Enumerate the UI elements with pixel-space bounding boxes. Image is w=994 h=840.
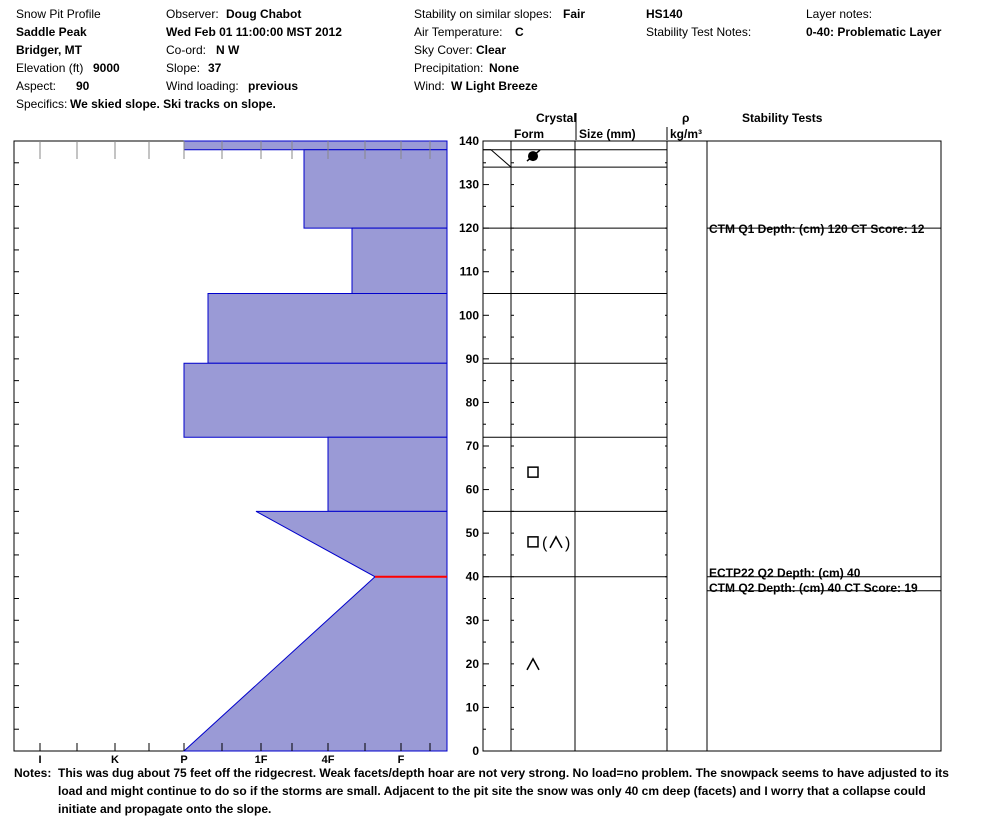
depth-tick-label: 70: [466, 439, 480, 453]
hardness-tick-label: I: [38, 754, 41, 766]
precipitation-value: None: [489, 61, 519, 75]
observer-value: Doug Chabot: [226, 7, 302, 21]
notes-text: This was dug about 75 feet off the ridge…: [58, 766, 949, 816]
depth-tick-label: 100: [459, 308, 479, 322]
specifics-value: We skied slope. Ski tracks on slope.: [70, 97, 276, 111]
snow-height: HS140: [646, 7, 683, 21]
notes-label: Notes:: [14, 766, 52, 780]
depth-tick-label: 120: [459, 221, 479, 235]
hardness-tick-label: P: [180, 754, 187, 766]
wind-loading-value: previous: [248, 79, 299, 93]
hardness-tick-label: K: [111, 754, 119, 766]
depth-tick-label: 90: [466, 352, 480, 366]
hardness-tick-label: 1F: [255, 754, 268, 766]
faceted-crystal-icon: [527, 536, 539, 548]
depth-hoar-icon: [526, 657, 540, 671]
depth-tick-label: 30: [466, 613, 480, 627]
precipitation-label: Precipitation:: [414, 61, 484, 75]
depth-tick-label: 60: [466, 483, 480, 497]
depth-hoar-paren-icon: ): [565, 535, 570, 552]
profile-title: Snow Pit Profile: [16, 7, 101, 21]
density-unit-header: kg/m³: [670, 127, 703, 141]
aspect-label: Aspect:: [16, 79, 57, 93]
wind-value: W Light Breeze: [451, 79, 538, 93]
wind-label: Wind:: [414, 79, 445, 93]
layer-notes-value: 0-40: Problematic Layer: [806, 25, 942, 39]
depth-tick-label: 40: [466, 570, 480, 584]
slope-value: 37: [208, 61, 222, 75]
stability-test-3: CTM Q2 Depth: (cm) 40 CT Score: 19: [709, 581, 918, 595]
form-header: Form: [514, 127, 544, 141]
hardness-tick-label: 4F: [322, 754, 335, 766]
elevation-label: Elevation (ft): [16, 61, 84, 75]
depth-tick-label: 80: [466, 395, 480, 409]
sky-cover-value: Clear: [476, 43, 507, 57]
faceted-crystal-icon: [527, 466, 539, 478]
stability-tests-header: Stability Tests: [742, 111, 823, 125]
precipitation-particle-stroke: [526, 149, 541, 162]
coord-label: Co-ord:: [166, 43, 207, 57]
wind-loading-label: Wind loading:: [166, 79, 239, 93]
aspect-value: 90: [76, 79, 90, 93]
air-temp-value: C: [515, 25, 524, 39]
depth-tick-label: 110: [460, 265, 480, 279]
depth-tick-label: 140: [459, 134, 479, 148]
stability-value: Fair: [563, 7, 586, 21]
depth-tick-label: 50: [466, 526, 480, 540]
depth-hoar-icon: [549, 535, 563, 549]
specifics-label: Specifics:: [16, 97, 68, 111]
slope-label: Slope:: [166, 61, 201, 75]
hardness-layer: [183, 362, 448, 438]
elevation-value: 9000: [93, 61, 120, 75]
region: Bridger, MT: [16, 43, 83, 57]
stability-test-notes-label: Stability Test Notes:: [646, 25, 752, 39]
hardness-layer: [303, 149, 448, 229]
density-symbol: ρ: [682, 111, 690, 125]
top-connector-slant: [490, 149, 512, 168]
hardness-layer: [351, 227, 448, 294]
layer-notes-label: Layer notes:: [806, 7, 873, 21]
hardness-layer: [207, 293, 448, 364]
size-header: Size (mm): [579, 127, 636, 141]
crystal-header: Crystal: [536, 111, 577, 125]
hardness-layer: [327, 436, 448, 512]
observation-datetime: Wed Feb 01 11:00:00 MST 2012: [166, 25, 342, 39]
stability-test-1: CTM Q1 Depth: (cm) 120 CT Score: 12: [709, 222, 925, 236]
sky-cover-label: Sky Cover:: [414, 43, 473, 57]
observer-label: Observer:: [166, 7, 219, 21]
hardness-layer: [183, 140, 448, 151]
layer-table: [482, 140, 942, 752]
location: Saddle Peak: [16, 25, 87, 39]
hardness-tick-label: F: [398, 754, 405, 766]
stability-label: Stability on similar slopes:: [414, 7, 553, 21]
air-temp-label: Air Temperature:: [414, 25, 503, 39]
depth-hoar-paren-icon: (: [542, 535, 548, 552]
depth-tick-label: 20: [466, 657, 480, 671]
depth-tick-label: 130: [459, 178, 479, 192]
depth-tick-label: 0: [472, 744, 479, 758]
coord-value: N W: [216, 43, 240, 57]
depth-tick-label: 10: [466, 700, 480, 714]
